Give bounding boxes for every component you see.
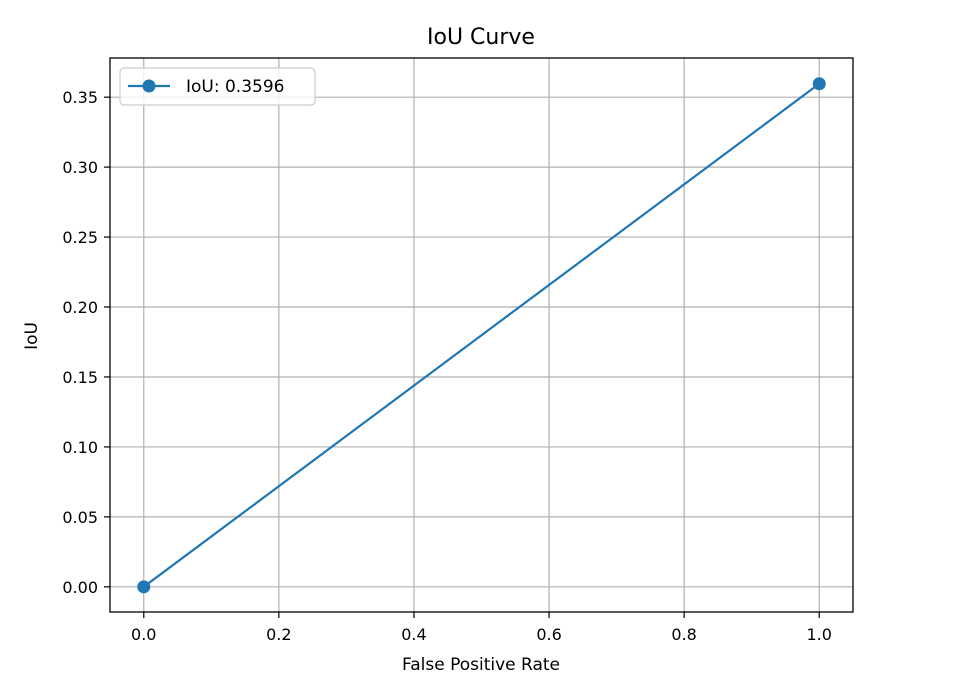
series-line <box>143 82 820 588</box>
y-tick-label: 0.10 <box>62 438 98 457</box>
data-point <box>137 580 151 594</box>
x-tick-label: 0.6 <box>536 625 561 644</box>
x-tick-label: 0.8 <box>671 625 696 644</box>
x-tick-label: 1.0 <box>807 625 832 644</box>
legend-entry-label: IoU: 0.3596 <box>186 77 284 97</box>
data-point <box>812 77 826 91</box>
y-tick-label: 0.05 <box>62 508 98 527</box>
y-axis-title: IoU <box>22 322 42 350</box>
x-tick-label: 0.0 <box>131 625 156 644</box>
x-tick-label: 0.2 <box>266 625 291 644</box>
series-layer <box>137 77 826 594</box>
plot-area-frame <box>109 57 854 613</box>
y-axis-ticks: 0.00 0.05 0.10 0.15 0.20 0.25 0.30 0.35 <box>62 88 110 597</box>
chart-title: IoU Curve <box>427 25 535 50</box>
legend-marker-swatch <box>142 79 156 93</box>
y-tick-label: 0.15 <box>62 368 98 387</box>
x-tick-label: 0.4 <box>401 625 426 644</box>
y-tick-label: 0.20 <box>62 298 98 317</box>
x-axis-ticks: 0.0 0.2 0.4 0.6 0.8 1.0 <box>131 612 832 644</box>
grid-lines <box>110 58 853 612</box>
legend: IoU: 0.3596 <box>119 67 316 106</box>
y-tick-label: 0.00 <box>62 578 98 597</box>
y-tick-label: 0.30 <box>62 158 98 177</box>
y-tick-label: 0.35 <box>62 88 98 107</box>
y-tick-label: 0.25 <box>62 228 98 247</box>
x-axis-title: False Positive Rate <box>402 655 560 675</box>
legend-box <box>119 67 316 106</box>
